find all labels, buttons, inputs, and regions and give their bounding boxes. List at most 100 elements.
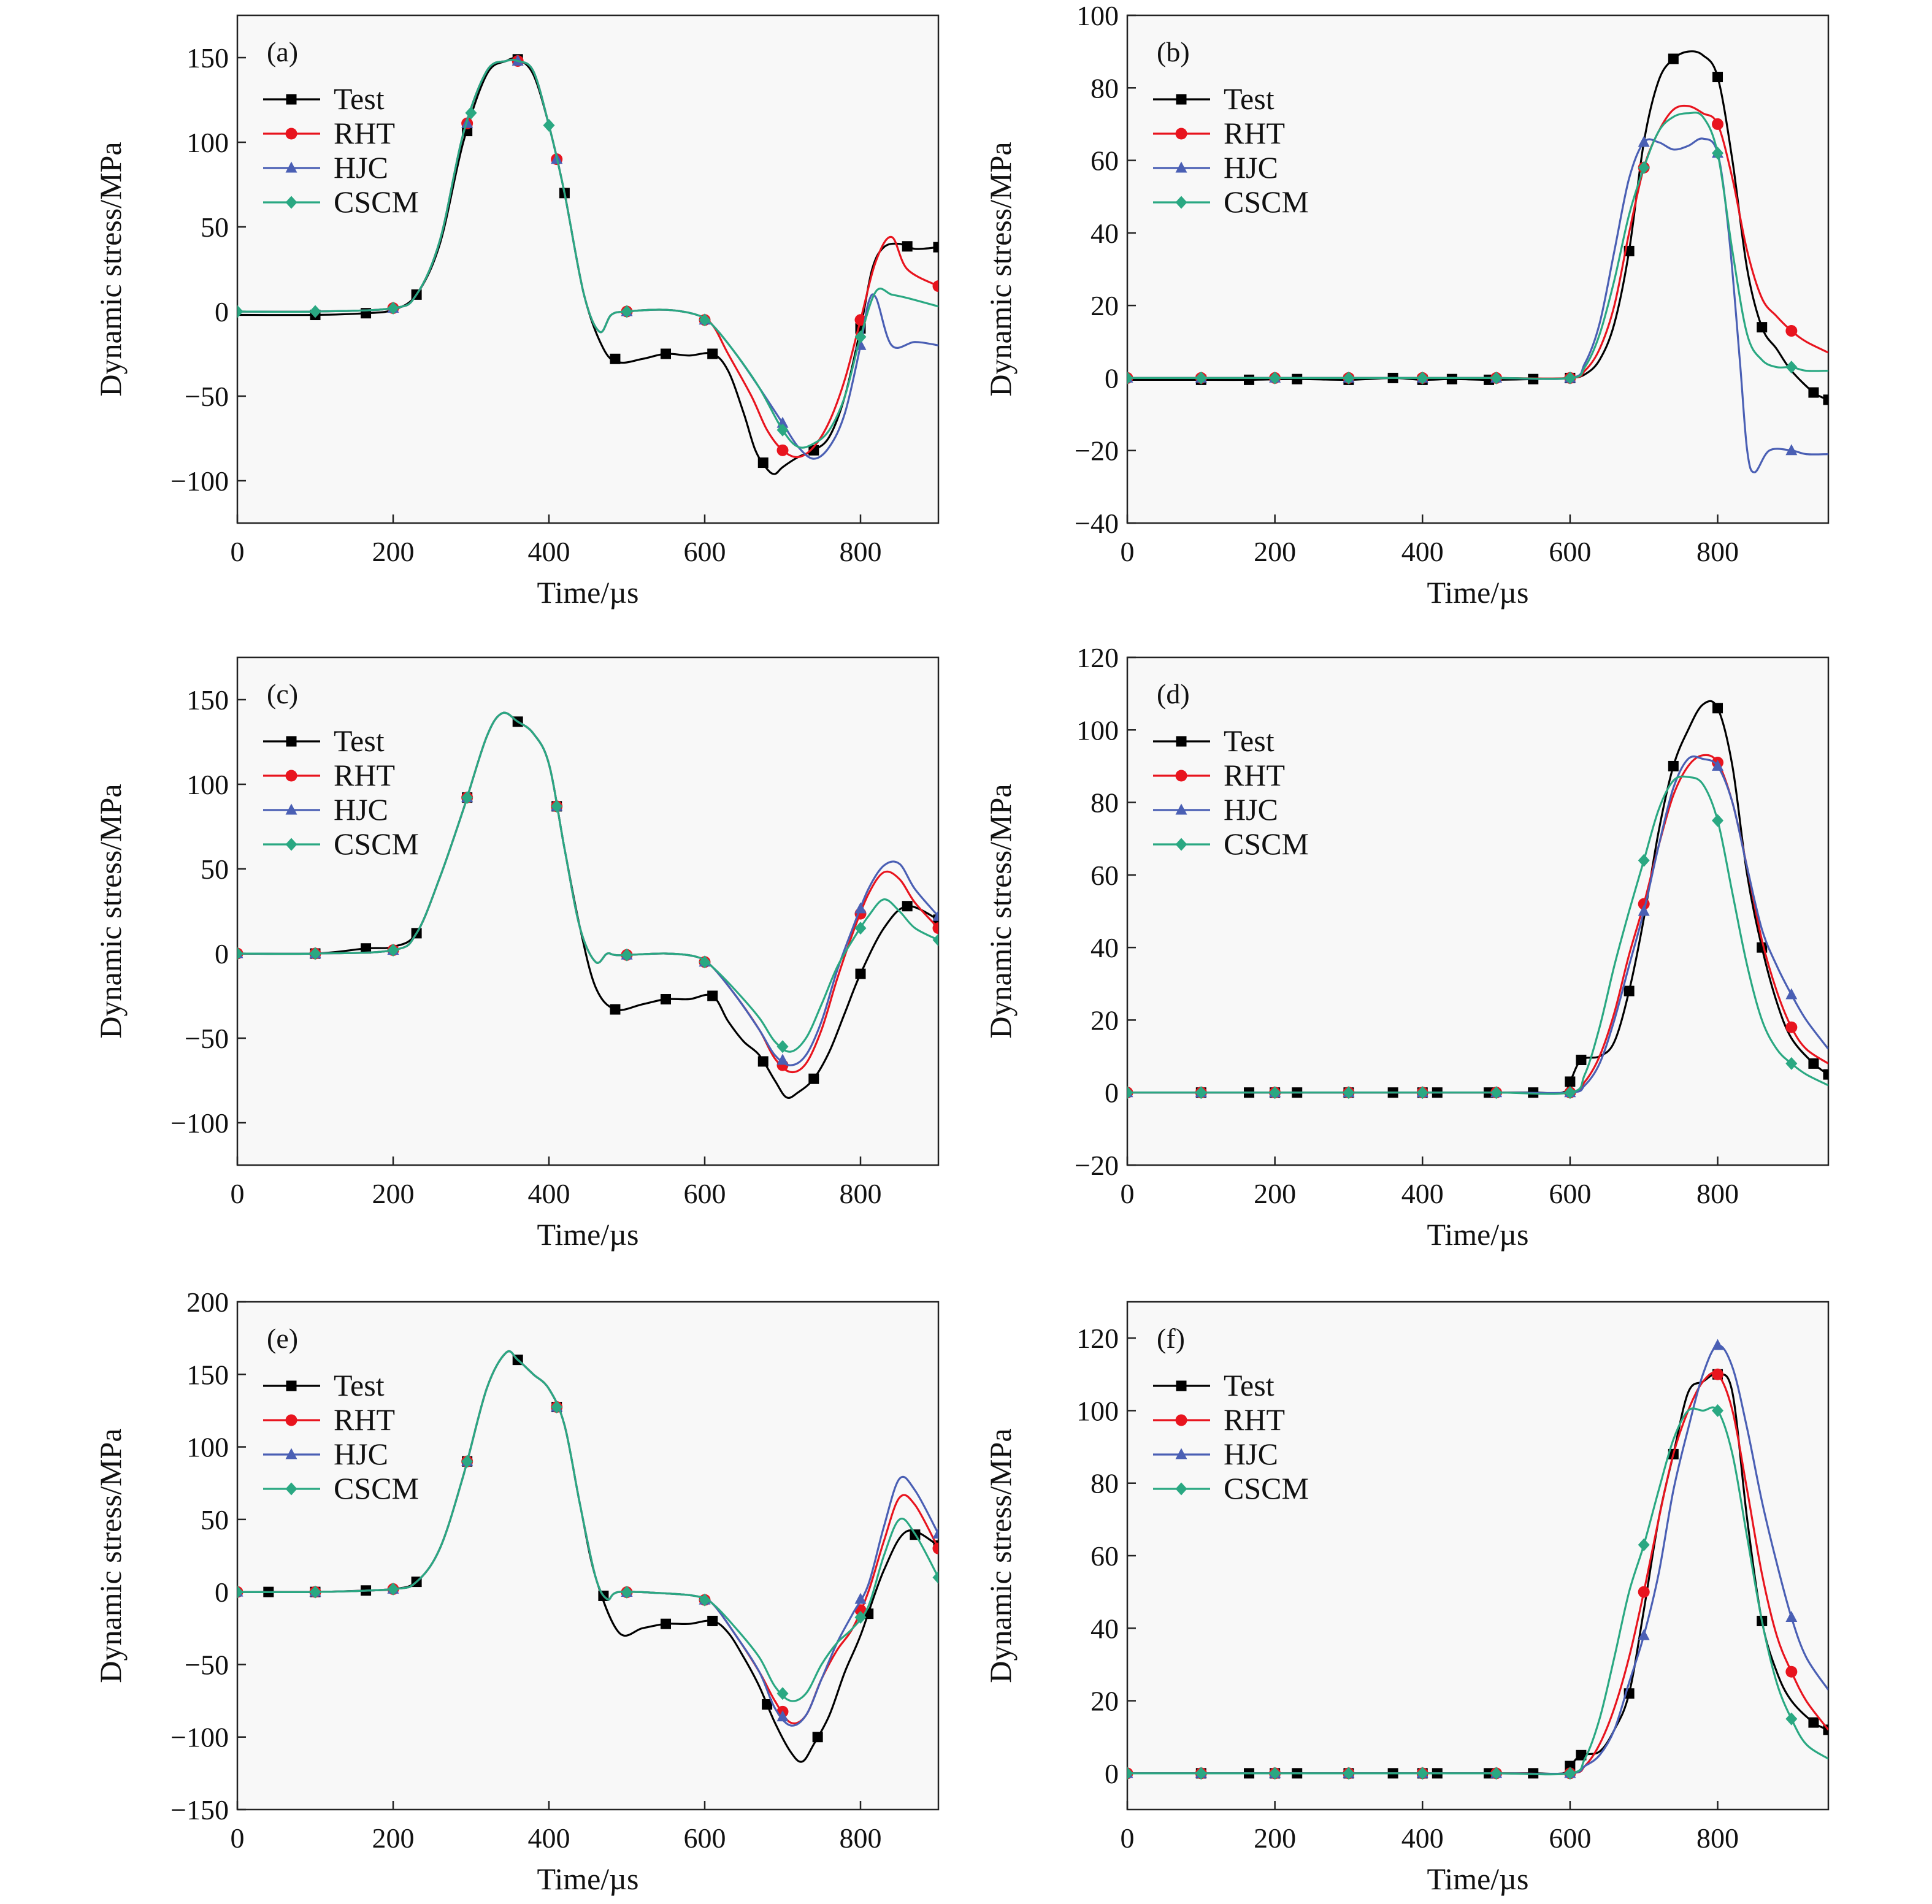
- y-tick-label: 0: [1105, 1077, 1119, 1109]
- series-group: [1127, 1339, 1828, 1780]
- data-point-cscm: [387, 943, 399, 957]
- y-tick-label: 40: [1091, 1613, 1119, 1644]
- legend-marker: [1175, 196, 1187, 209]
- legend-label: HJC: [334, 1437, 388, 1471]
- x-tick-label: 400: [1401, 1178, 1444, 1209]
- data-point-test: [933, 242, 938, 253]
- data-point-hjc: [1712, 1339, 1724, 1350]
- x-tick-label: 200: [372, 1178, 415, 1209]
- data-point-cscm: [1564, 1086, 1576, 1099]
- data-point-test: [1576, 1054, 1587, 1065]
- y-tick-label: 50: [201, 1504, 229, 1535]
- legend-label: CSCM: [334, 827, 419, 861]
- data-point-cscm: [1712, 814, 1724, 827]
- legend-label: CSCM: [1224, 185, 1309, 219]
- data-point-cscm: [543, 118, 555, 132]
- data-point-test: [1446, 373, 1457, 384]
- y-tick-label: −50: [185, 1023, 229, 1054]
- data-point-cscm: [854, 330, 867, 343]
- y-tick-label: 100: [186, 769, 229, 800]
- x-tick-label: 200: [372, 1822, 415, 1854]
- data-point-test: [1576, 1749, 1587, 1761]
- data-point-cscm: [1638, 854, 1650, 867]
- y-tick-label: −100: [171, 1722, 229, 1753]
- x-axis-label: Time/µs: [1427, 1217, 1529, 1252]
- x-tick-label: 800: [1696, 1822, 1739, 1854]
- y-tick-label: −20: [1075, 1150, 1119, 1181]
- data-point-cscm: [465, 106, 477, 120]
- legend-label: RHT: [1224, 758, 1285, 792]
- legend-marker: [1175, 1414, 1187, 1426]
- panel-label: (f): [1157, 1323, 1185, 1354]
- data-point-test: [707, 348, 718, 359]
- data-point-cscm: [1416, 1086, 1428, 1099]
- legend-label: RHT: [334, 116, 395, 150]
- data-point-test: [1565, 1076, 1576, 1087]
- data-point-cscm: [1127, 1086, 1133, 1099]
- data-point-test: [1712, 703, 1723, 714]
- y-tick-label: 50: [201, 854, 229, 885]
- data-point-test: [1712, 72, 1723, 83]
- y-axis-label: Dynamic stress/MPa: [93, 1428, 128, 1683]
- legend-marker: [1176, 94, 1187, 105]
- y-tick-label: 120: [1076, 642, 1119, 673]
- y-tick-label: 100: [1076, 1395, 1119, 1426]
- data-point-cscm: [461, 791, 473, 805]
- x-tick-label: 600: [684, 536, 726, 567]
- data-point-hjc: [932, 1527, 938, 1539]
- y-tick-label: −100: [171, 1107, 229, 1139]
- data-point-hjc: [854, 902, 867, 914]
- data-point-rht: [1712, 118, 1724, 130]
- x-tick-label: 200: [1254, 1822, 1296, 1854]
- data-point-cscm: [237, 305, 243, 318]
- x-axis-label: Time/µs: [537, 1862, 639, 1896]
- data-point-cscm: [1490, 1767, 1503, 1780]
- data-point-cscm: [237, 947, 243, 960]
- chart-panel: 0 200 400 600 800 −40 −20 0 20 40 60 80 100 Time/µs Dy…: [983, 0, 1830, 610]
- y-tick-label: 0: [1105, 1758, 1119, 1789]
- data-point-cscm: [1269, 371, 1281, 384]
- legend-label: RHT: [334, 1402, 395, 1437]
- data-point-cscm: [1343, 371, 1355, 384]
- legend-label: HJC: [1224, 792, 1278, 827]
- plot-area: [1126, 14, 1830, 524]
- data-point-test: [661, 1618, 671, 1629]
- data-point-cscm: [387, 301, 399, 315]
- data-point-cscm: [699, 313, 711, 327]
- legend-label: HJC: [334, 150, 388, 185]
- data-point-cscm: [1343, 1767, 1355, 1780]
- data-point-test: [855, 968, 866, 979]
- legend-label: RHT: [334, 758, 395, 792]
- y-tick-label: 80: [1091, 1468, 1119, 1499]
- legend-marker: [286, 736, 297, 747]
- x-tick-label: 400: [528, 1822, 570, 1854]
- x-tick-label: 800: [840, 536, 882, 567]
- legend-label: HJC: [334, 792, 388, 827]
- legend-marker: [285, 1448, 297, 1459]
- chart-panel: 0 200 400 600 800 0 20 40 60 80 100 120 Time/µs Dynam…: [983, 1301, 1830, 1896]
- y-tick-label: −50: [185, 381, 229, 412]
- series-group: [1127, 50, 1828, 473]
- data-point-hjc: [1712, 759, 1724, 771]
- y-tick-label: −100: [171, 465, 229, 497]
- data-point-rht: [1785, 325, 1798, 337]
- data-point-test: [1823, 1724, 1828, 1735]
- y-tick-label: 0: [1105, 362, 1119, 394]
- data-point-cscm: [1416, 371, 1428, 384]
- legend-marker: [286, 1380, 297, 1391]
- data-point-hjc: [854, 1592, 867, 1604]
- data-point-cscm: [309, 947, 321, 960]
- data-point-rht: [1785, 1665, 1798, 1678]
- x-tick-label: 800: [840, 1178, 882, 1209]
- legend-label: Test: [1224, 724, 1275, 758]
- y-tick-label: 0: [215, 1577, 229, 1608]
- legend-marker: [285, 128, 297, 140]
- data-point-cscm: [854, 922, 867, 935]
- legend-label: HJC: [1224, 1437, 1278, 1471]
- data-point-cscm: [551, 1401, 563, 1414]
- x-tick-label: 800: [1696, 1178, 1739, 1209]
- data-point-cscm: [699, 1593, 711, 1607]
- x-tick-label: 0: [231, 1822, 245, 1854]
- panel-label: (d): [1157, 678, 1190, 709]
